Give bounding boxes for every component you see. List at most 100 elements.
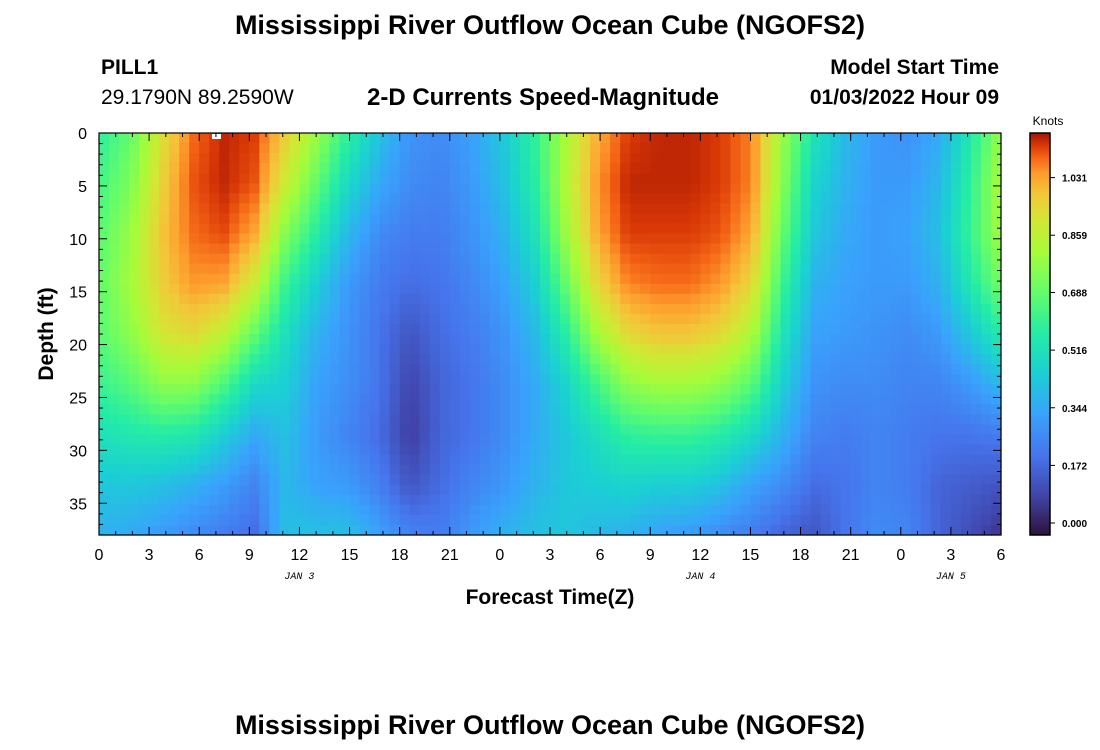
heatmap-cell bbox=[680, 474, 691, 486]
heatmap-cell bbox=[560, 424, 571, 436]
heatmap-cell bbox=[820, 424, 832, 436]
heatmap-cell bbox=[189, 133, 200, 144]
heatmap-cell bbox=[550, 464, 561, 476]
heatmap-cell bbox=[299, 444, 311, 456]
heatmap-cell bbox=[600, 253, 611, 265]
heatmap-cell bbox=[349, 494, 361, 506]
heatmap-cell bbox=[409, 163, 421, 174]
heatmap-cell bbox=[770, 153, 782, 164]
heatmap-cell bbox=[309, 233, 321, 245]
heatmap-cell bbox=[429, 404, 441, 415]
heatmap-cell bbox=[740, 444, 752, 456]
heatmap-cell bbox=[810, 524, 822, 536]
heatmap-cell bbox=[750, 313, 762, 325]
heatmap-cell bbox=[169, 484, 180, 496]
heatmap-cell bbox=[680, 354, 691, 365]
heatmap-cell bbox=[860, 344, 872, 355]
heatmap-cell bbox=[950, 233, 962, 245]
heatmap-cell bbox=[409, 334, 421, 345]
heatmap-cell bbox=[339, 494, 351, 506]
heatmap-cell bbox=[259, 243, 270, 255]
colorbar-tick-label: 0.516 bbox=[1062, 346, 1087, 357]
heatmap-cell bbox=[730, 323, 742, 335]
heatmap-cell bbox=[910, 354, 922, 365]
heatmap-cell bbox=[600, 454, 611, 466]
heatmap-cell bbox=[960, 384, 972, 395]
heatmap-cell bbox=[499, 243, 511, 255]
heatmap-cell bbox=[940, 223, 952, 235]
heatmap-cell bbox=[499, 494, 511, 506]
heatmap-cell bbox=[259, 253, 270, 265]
heatmap-cell bbox=[880, 173, 892, 184]
heatmap-cell bbox=[740, 163, 752, 174]
heatmap-cell bbox=[259, 334, 270, 345]
heatmap-cell bbox=[169, 424, 180, 436]
heatmap-cell bbox=[519, 193, 531, 204]
heatmap-cell bbox=[750, 434, 762, 446]
heatmap-cell bbox=[720, 344, 731, 355]
heatmap-cell bbox=[449, 133, 461, 144]
heatmap-cell bbox=[249, 384, 260, 395]
heatmap-cell bbox=[469, 514, 481, 526]
heatmap-cell bbox=[399, 223, 411, 235]
heatmap-cell bbox=[830, 213, 842, 225]
heatmap-cell bbox=[860, 143, 872, 154]
heatmap-cell bbox=[660, 323, 671, 335]
heatmap-cell bbox=[389, 364, 401, 375]
heatmap-cell bbox=[139, 344, 150, 355]
heatmap-cell bbox=[539, 424, 551, 436]
heatmap-cell bbox=[309, 404, 321, 415]
heatmap-cell bbox=[289, 414, 301, 426]
heatmap-cell bbox=[590, 293, 601, 305]
heatmap-cell bbox=[259, 283, 270, 295]
heatmap-cell bbox=[309, 494, 321, 506]
heatmap-cell bbox=[800, 494, 812, 506]
heatmap-cell bbox=[149, 133, 160, 144]
heatmap-cell bbox=[339, 484, 351, 496]
heatmap-cell bbox=[439, 243, 451, 255]
heatmap-cell bbox=[239, 524, 250, 536]
heatmap-cell bbox=[570, 273, 581, 285]
heatmap-cell bbox=[369, 374, 381, 385]
heatmap-cell bbox=[710, 344, 721, 355]
heatmap-cell bbox=[159, 474, 170, 486]
heatmap-cell bbox=[199, 243, 210, 255]
heatmap-cell bbox=[570, 143, 581, 154]
heatmap-cell bbox=[870, 424, 882, 436]
heatmap-cell bbox=[539, 444, 551, 456]
heatmap-cell bbox=[379, 484, 391, 496]
heatmap-cell bbox=[509, 464, 521, 476]
heatmap-cell bbox=[509, 454, 521, 466]
heatmap-cell bbox=[960, 223, 972, 235]
heatmap-cell bbox=[439, 414, 451, 426]
heatmap-cell bbox=[770, 514, 782, 526]
heatmap-cell bbox=[820, 494, 832, 506]
heatmap-cell bbox=[239, 163, 250, 174]
heatmap-cell bbox=[229, 524, 240, 536]
heatmap-cell bbox=[479, 344, 491, 355]
heatmap-cell bbox=[720, 474, 731, 486]
heatmap-cell bbox=[640, 484, 651, 496]
heatmap-cell bbox=[349, 364, 361, 375]
heatmap-cell bbox=[449, 394, 461, 405]
heatmap-cell bbox=[159, 133, 170, 144]
heatmap-cell bbox=[139, 334, 150, 345]
heatmap-cell bbox=[249, 163, 260, 174]
heatmap-cell bbox=[810, 514, 822, 526]
heatmap-cell bbox=[610, 444, 621, 456]
heatmap-cell bbox=[349, 384, 361, 395]
heatmap-cell bbox=[740, 293, 752, 305]
heatmap-cell bbox=[840, 404, 852, 415]
heatmap-cell bbox=[309, 143, 321, 154]
heatmap-cell bbox=[900, 424, 912, 436]
heatmap-cell bbox=[399, 354, 411, 365]
heatmap-cell bbox=[489, 273, 501, 285]
heatmap-cell bbox=[560, 223, 571, 235]
heatmap-cell bbox=[850, 283, 862, 295]
heatmap-cell bbox=[429, 293, 441, 305]
heatmap-cell bbox=[319, 283, 331, 295]
heatmap-cell bbox=[299, 364, 311, 375]
x-axis-label: Forecast Time(Z) bbox=[466, 586, 635, 609]
heatmap-cell bbox=[149, 183, 160, 194]
heatmap-cell bbox=[249, 153, 260, 164]
